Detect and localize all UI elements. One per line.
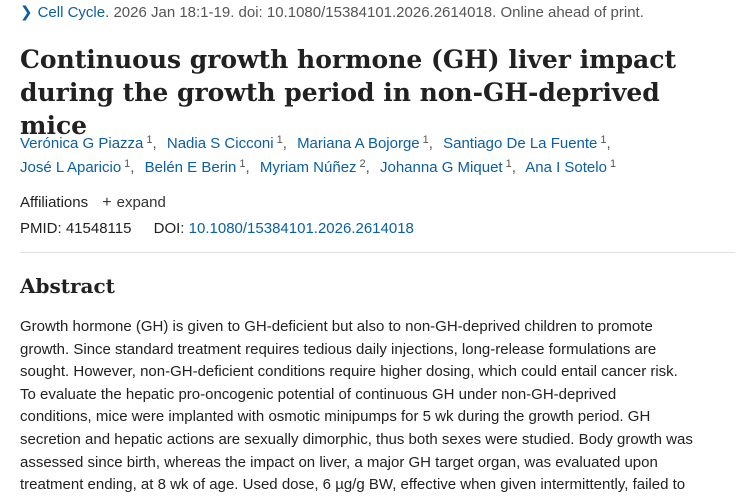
author-list: Verónica G Piazza 1, Nadia S Cicconi 1, Ma…	[20, 132, 735, 180]
author-affiliation-ref[interactable]: 1	[600, 134, 607, 146]
author-separator: ,	[428, 135, 433, 152]
author-item: Verónica G Piazza 1,	[20, 134, 163, 153]
affiliations-row: Affiliations + expand	[20, 193, 166, 213]
author-separator: ,	[245, 159, 250, 176]
author-link[interactable]: José L Aparicio	[20, 159, 122, 176]
chevron-right-icon[interactable]: ❯	[20, 4, 33, 21]
author-link[interactable]: Myriam Núñez	[259, 159, 357, 176]
plus-icon: +	[102, 194, 112, 211]
author-link[interactable]: Verónica G Piazza	[20, 135, 144, 152]
author-item: José L Aparicio 1,	[20, 158, 140, 177]
author-item: Santiago De La Fuente 1,	[443, 134, 617, 153]
article-title: Continuous growth hormone (GH) liver imp…	[20, 43, 735, 142]
author-affiliation-ref[interactable]: 2	[359, 158, 366, 170]
citation-line: ❯ Cell Cycle. 2026 Jan 18:1-19. doi: 10.1…	[20, 3, 644, 23]
author-item: Nadia S Cicconi 1,	[166, 134, 293, 153]
author-item: Belén E Berin 1,	[144, 158, 256, 177]
author-separator: ,	[130, 159, 135, 176]
expand-label: expand	[116, 194, 166, 211]
citation-details: 2026 Jan 18:1-19. doi: 10.1080/15384101.…	[113, 4, 644, 21]
author-item: Ana I Sotelo 1	[525, 158, 617, 177]
author-affiliation-ref[interactable]: 1	[609, 158, 617, 170]
author-separator: ,	[511, 159, 516, 176]
author-separator: ,	[365, 159, 370, 176]
author-separator: ,	[606, 135, 611, 152]
abstract-line: assessed since birth, whereas the impact…	[20, 453, 658, 471]
author-link[interactable]: Santiago De La Fuente	[443, 135, 598, 152]
author-link[interactable]: Johanna G Miquet	[380, 159, 503, 176]
section-divider	[20, 252, 735, 253]
author-affiliation-ref[interactable]: 1	[124, 158, 131, 170]
author-link[interactable]: Mariana A Bojorge	[297, 135, 420, 152]
abstract-text: Growth hormone (GH) is given to GH-defic…	[20, 316, 735, 497]
affiliations-expand-button[interactable]: + expand	[102, 194, 166, 211]
author-affiliation-ref[interactable]: 1	[505, 158, 512, 170]
affiliations-label: Affiliations	[20, 194, 89, 211]
author-item: Myriam Núñez 2,	[259, 158, 376, 177]
author-link[interactable]: Ana I Sotelo	[525, 159, 607, 176]
author-affiliation-ref[interactable]: 1	[146, 134, 153, 146]
author-affiliation-ref[interactable]: 1	[276, 134, 283, 146]
doi-label: DOI:	[153, 220, 185, 237]
abstract-line: conditions, mice were implanted with osm…	[20, 408, 651, 426]
abstract-line: sought. However, non-GH-deficient condit…	[20, 363, 678, 381]
abstract-line: Growth hormone (GH) is given to GH-defic…	[20, 318, 653, 335]
author-item: Mariana A Bojorge 1,	[297, 134, 439, 153]
article-title-line-2: during the growth period in non-GH-depri…	[20, 78, 660, 140]
author-affiliation-ref[interactable]: 1	[422, 134, 429, 146]
article-title-line-1: Continuous growth hormone (GH) liver imp…	[20, 45, 677, 74]
author-affiliation-ref[interactable]: 1	[239, 158, 246, 170]
pmid-label: PMID:	[20, 220, 62, 237]
author-item: Johanna G Miquet 1,	[380, 158, 522, 177]
identifiers-row: PMID: 41548115 DOI: 10.1080/15384101.202…	[20, 219, 414, 239]
doi-link[interactable]: 10.1080/15384101.2026.2614018	[188, 220, 414, 237]
journal-link[interactable]: Cell Cycle.	[37, 4, 110, 21]
abstract-line: growth. Since standard treatment require…	[20, 340, 657, 358]
abstract-line: treatment ending, at 8 wk of age. Used d…	[20, 476, 686, 494]
author-line-1: Verónica G Piazza 1, Nadia S Cicconi 1, Ma…	[20, 132, 735, 156]
abstract-heading: Abstract	[20, 274, 115, 298]
abstract-line: To evaluate the hepatic pro-oncogenic po…	[20, 385, 617, 403]
author-separator: ,	[282, 135, 287, 152]
author-link[interactable]: Belén E Berin	[144, 159, 237, 176]
author-link[interactable]: Nadia S Cicconi	[166, 135, 274, 152]
author-line-2: José L Aparicio 1, Belén E Berin 1, Myriam…	[20, 156, 735, 180]
abstract-line: secretion and hepatic actions are sexual…	[20, 430, 693, 448]
author-separator: ,	[152, 135, 157, 152]
pmid-value: 41548115	[65, 220, 132, 237]
